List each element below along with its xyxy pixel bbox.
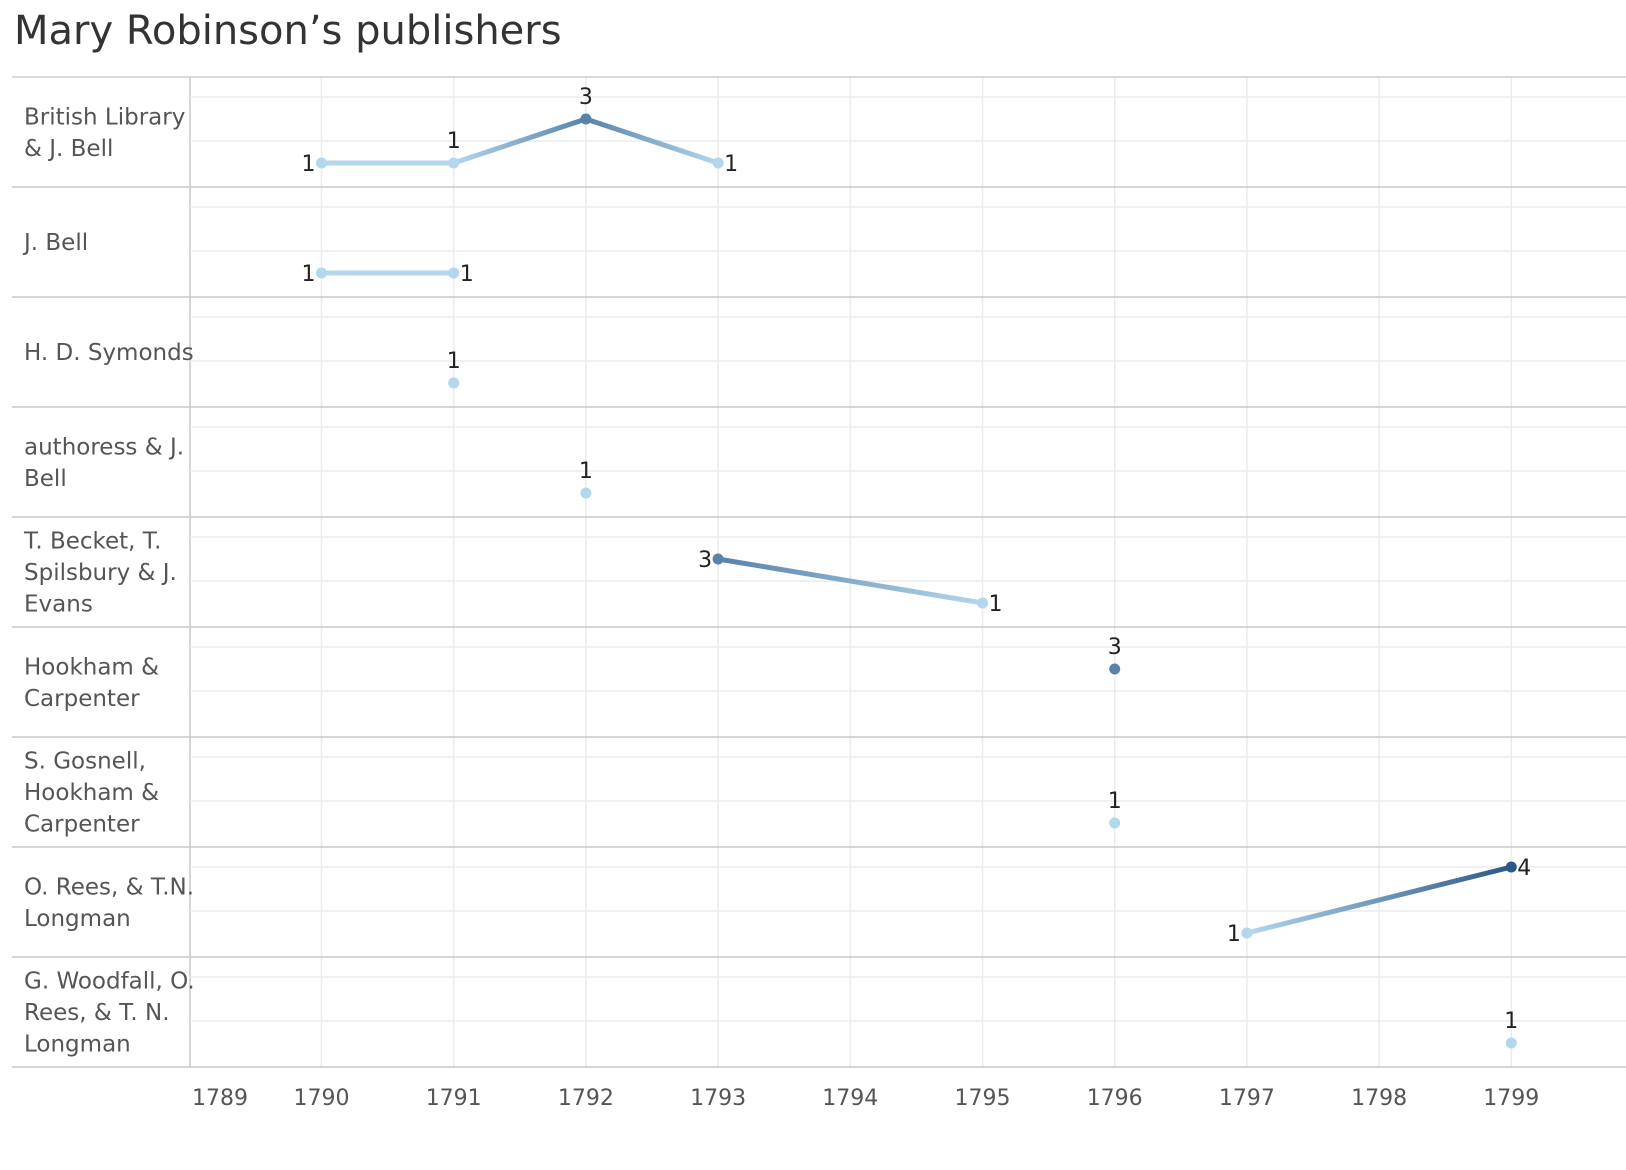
series-line-segment: [715, 556, 985, 606]
data-point: [977, 597, 988, 609]
row-0: British Library & J. Bell 1 1 3 1: [24, 85, 738, 177]
row-label: authoress & J. Bell: [24, 434, 184, 492]
data-point: [448, 377, 460, 389]
row-label-line: Rees, & T. N.: [24, 1000, 170, 1026]
row-7: O. Rees, & T.N. Longman 1 4: [24, 856, 1531, 947]
row-8: G. Woodfall, O. Rees, & T. N. Longman 1: [24, 969, 1518, 1058]
row-label-line: Longman: [24, 906, 131, 932]
data-point: [448, 157, 460, 169]
x-tick-label: 1792: [558, 1086, 614, 1111]
row-label-line: & J. Bell: [24, 136, 113, 162]
grid-layer: [12, 76, 1626, 1068]
row-label-line: Hookham &: [24, 780, 159, 806]
row-label-line: Evans: [24, 592, 93, 618]
data-point: [1505, 861, 1517, 873]
data-label: 1: [989, 592, 1003, 617]
x-tick-label: 1797: [1219, 1086, 1275, 1111]
data-label: 3: [579, 85, 593, 110]
data-label: 1: [460, 262, 474, 287]
x-tick-label: 1793: [690, 1086, 746, 1111]
x-tick-label: 1790: [294, 1086, 350, 1111]
data-label: 1: [302, 262, 316, 287]
row-label-line: Carpenter: [24, 812, 140, 838]
data-point: [1109, 663, 1121, 675]
data-label: 1: [447, 349, 461, 374]
row-label: H. D. Symonds: [24, 340, 194, 366]
data-label: 3: [1108, 635, 1122, 660]
x-tick-label: 1789: [192, 1086, 248, 1111]
data-point: [1505, 1037, 1517, 1049]
row-label: British Library & J. Bell: [24, 104, 185, 162]
data-point: [580, 487, 592, 499]
row-2: H. D. Symonds 1: [24, 340, 461, 389]
row-label-line: T. Becket, T.: [23, 529, 161, 555]
row-label-line: S. Gosnell,: [24, 749, 146, 775]
row-label-line: G. Woodfall, O.: [24, 969, 195, 995]
row-1: J. Bell 1 1: [22, 230, 474, 287]
row-4: T. Becket, T. Spilsbury & J. Evans 3 1: [23, 529, 1003, 618]
data-point: [316, 267, 327, 279]
row-5: Hookham & Carpenter 3: [24, 635, 1122, 712]
x-tick-label: 1794: [822, 1086, 878, 1111]
row-label-line: British Library: [24, 104, 185, 130]
data-point: [1109, 817, 1121, 829]
x-tick-label: 1799: [1483, 1086, 1539, 1111]
row-label-line: Spilsbury & J.: [24, 560, 177, 586]
data-label: 1: [302, 152, 316, 177]
row-label-line: Carpenter: [24, 686, 140, 712]
row-label-line: Longman: [24, 1032, 131, 1058]
row-label-line: J. Bell: [22, 230, 88, 256]
data-label: 1: [1504, 1009, 1518, 1034]
data-point: [580, 113, 592, 125]
series-line-segment: [1244, 864, 1514, 936]
x-tick-label: 1795: [955, 1086, 1011, 1111]
data-point: [316, 157, 327, 169]
data-label: 1: [447, 129, 461, 154]
data-point: [1241, 927, 1253, 939]
row-label: O. Rees, & T.N. Longman: [24, 874, 194, 932]
data-label: 1: [724, 152, 738, 177]
row-label: S. Gosnell, Hookham & Carpenter: [24, 749, 159, 838]
data-label: 1: [1227, 922, 1241, 947]
row-label-line: H. D. Symonds: [24, 340, 194, 366]
series-line-segment: [451, 116, 589, 166]
data-point: [712, 553, 724, 565]
row-3: authoress & J. Bell 1: [24, 434, 593, 499]
row-label: T. Becket, T. Spilsbury & J. Evans: [23, 529, 177, 618]
row-label-line: Hookham &: [24, 654, 159, 680]
row-label-line: authoress & J.: [24, 434, 184, 460]
row-label: J. Bell: [22, 230, 88, 256]
row-label: Hookham & Carpenter: [24, 654, 159, 712]
data-label: 4: [1517, 856, 1531, 881]
x-axis: 1789 1790 1791 1792 1793 1794 1795 1796 1797 1798…: [192, 1086, 1539, 1111]
data-label: 1: [579, 459, 593, 484]
data-label: 1: [1108, 789, 1122, 814]
row-label-line: Bell: [24, 466, 67, 492]
chart-title: Mary Robinson’s publishers: [14, 8, 562, 54]
x-tick-label: 1798: [1351, 1086, 1407, 1111]
x-tick-label: 1791: [426, 1086, 482, 1111]
row-label-line: O. Rees, & T.N.: [24, 874, 194, 900]
data-label: 3: [698, 548, 712, 573]
data-point: [448, 267, 460, 279]
x-tick-label: 1796: [1087, 1086, 1143, 1111]
row-label: G. Woodfall, O. Rees, & T. N. Longman: [24, 969, 195, 1058]
row-6: S. Gosnell, Hookham & Carpenter 1: [24, 749, 1122, 838]
series-line-segment: [583, 116, 721, 166]
data-point: [712, 157, 724, 169]
